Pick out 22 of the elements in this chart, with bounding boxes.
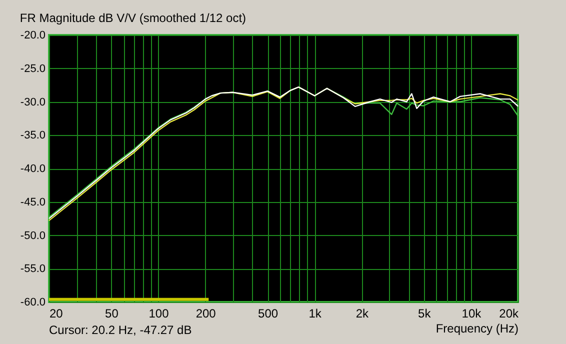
- x-axis-title: Frequency (Hz): [436, 322, 519, 336]
- y-tick-label: -50.0: [20, 230, 46, 242]
- x-tick-label: 20: [50, 306, 64, 320]
- y-tick-label: -35.0: [20, 130, 46, 142]
- x-tick-label: 50: [105, 306, 119, 320]
- x-tick-label: 20k: [499, 306, 520, 320]
- y-tick-label: -45.0: [20, 196, 46, 208]
- y-tick-label: -20.0: [20, 30, 46, 42]
- y-tick-label: -25.0: [20, 62, 46, 75]
- x-tick-label: 1k: [308, 306, 322, 320]
- y-tick-label: -60.0: [20, 296, 46, 308]
- x-tick-label: 5k: [418, 306, 432, 320]
- x-tick-label: 2k: [356, 306, 370, 320]
- chart-title: FR Magnitude dB V/V (smoothed 1/12 oct): [20, 11, 246, 25]
- y-tick-label: -30.0: [20, 96, 46, 108]
- y-tick-label: -55.0: [20, 263, 46, 276]
- x-tick-label: 200: [196, 306, 216, 320]
- x-tick-label: 10k: [462, 306, 482, 320]
- text: Cursor: 20.2 Hz, -47.27 dB: [49, 323, 192, 337]
- x-tick-label: 100: [148, 306, 170, 320]
- x-tick-label: 500: [258, 306, 278, 320]
- y-tick-label: -40.0: [20, 163, 46, 175]
